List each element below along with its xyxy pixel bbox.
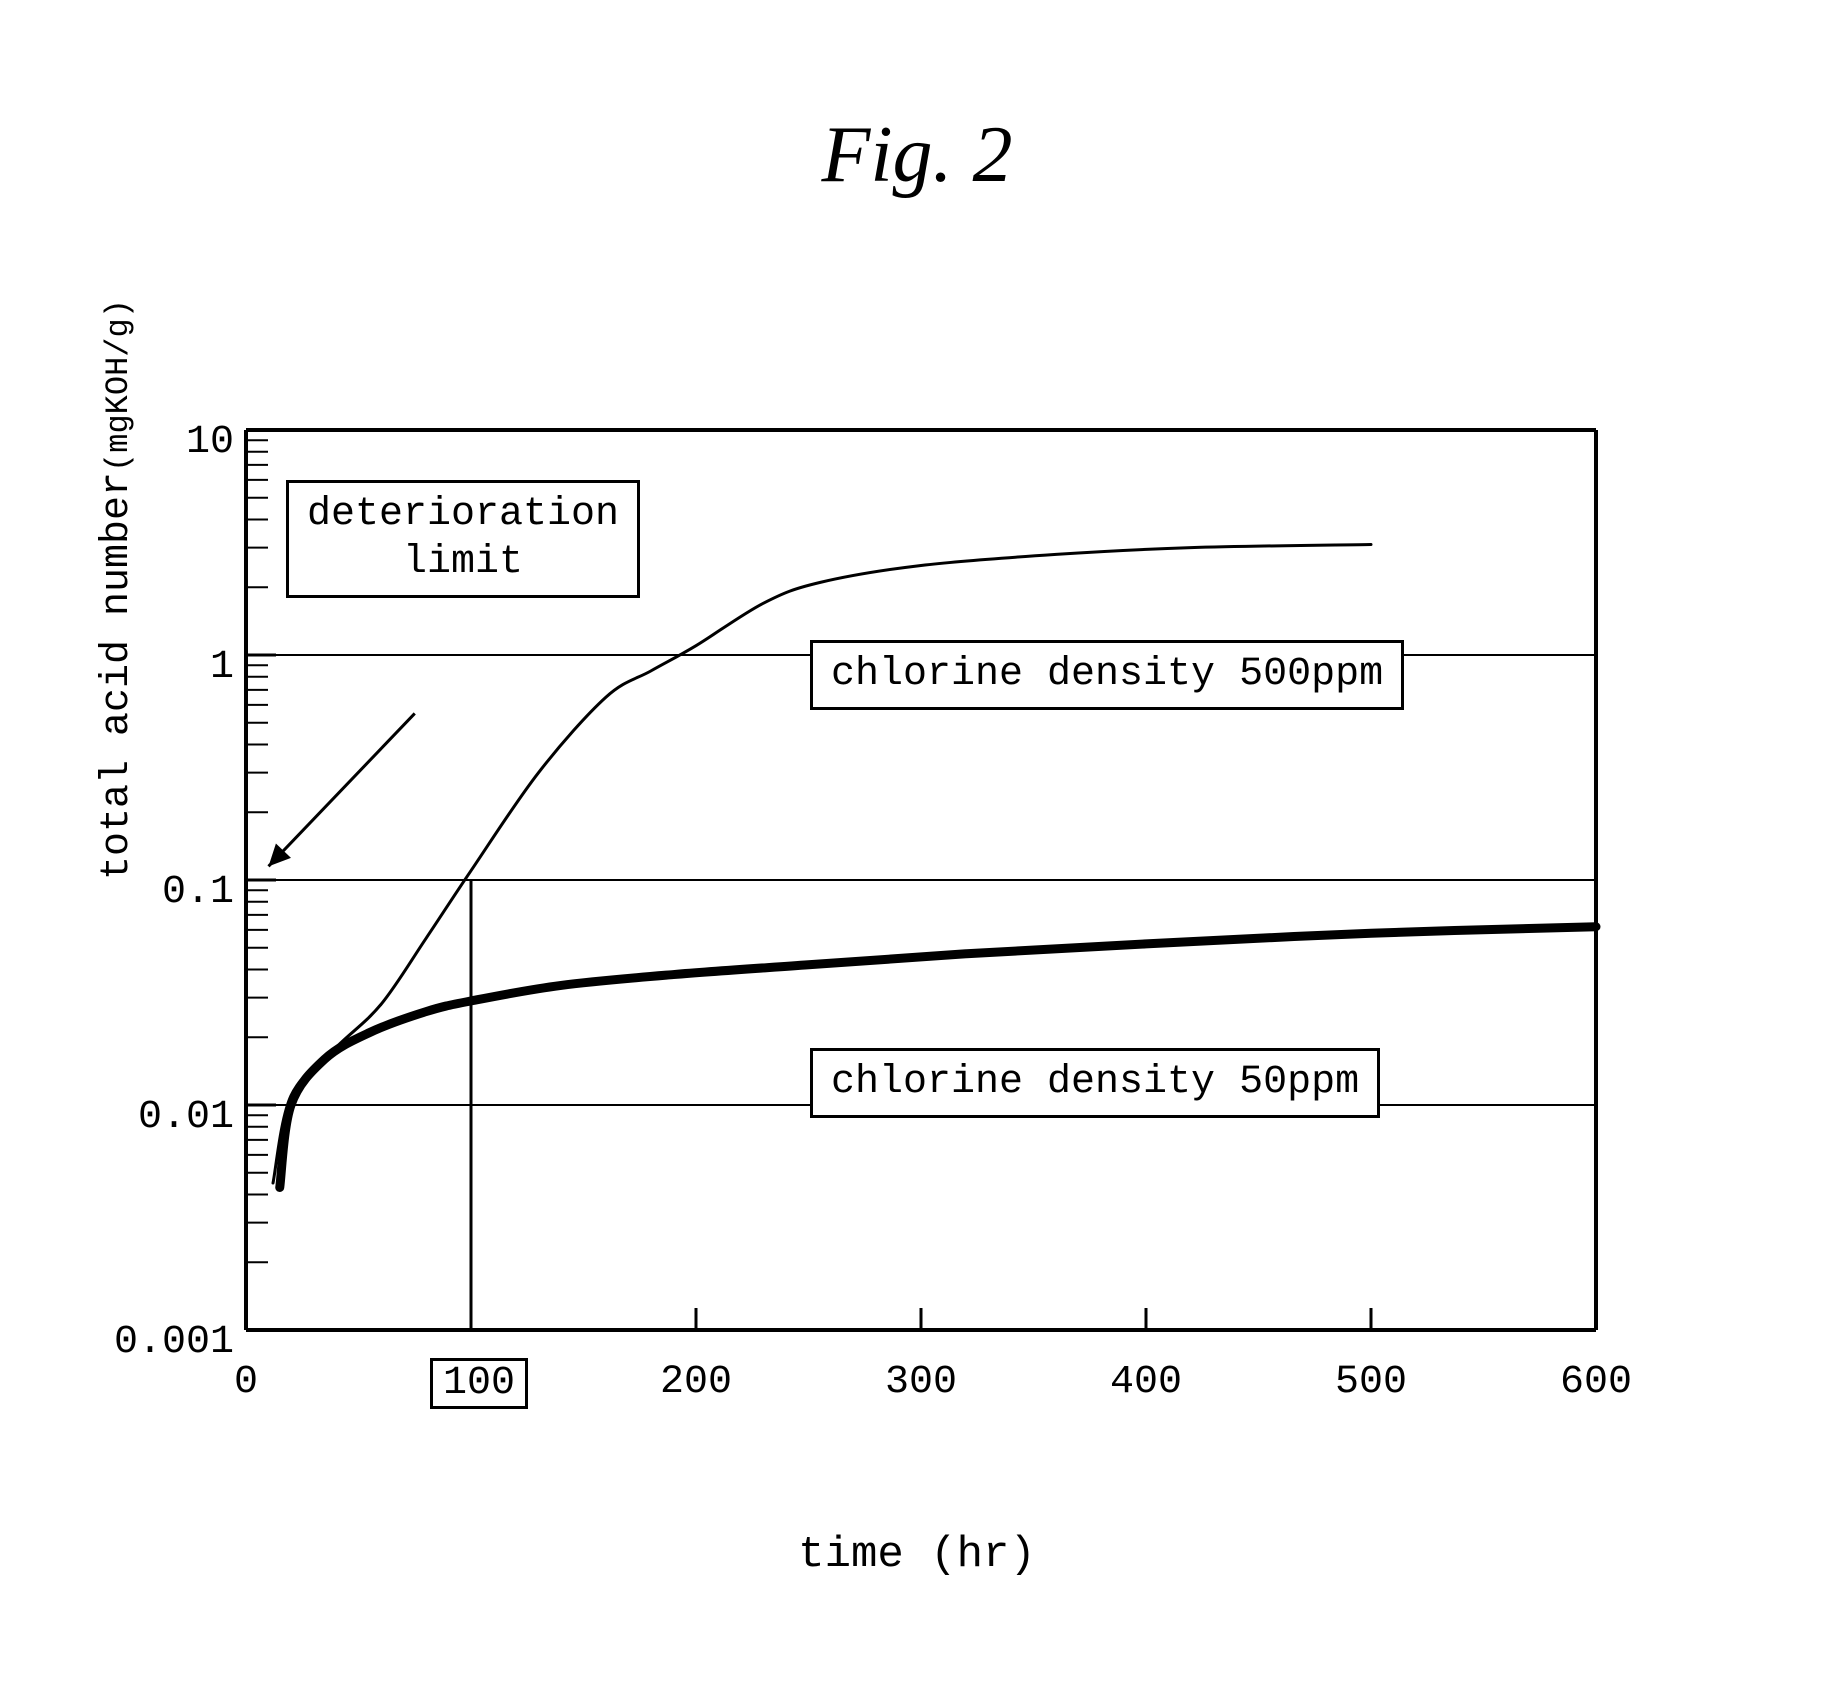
- series-500-label-box: chlorine density 500ppm: [810, 640, 1404, 710]
- deterioration-limit-line2: limit: [403, 540, 523, 585]
- x-axis-label: time (hr): [0, 1530, 1834, 1580]
- y-axis-label-main: total acid number: [95, 472, 140, 880]
- x-tick-200: 200: [660, 1360, 732, 1405]
- x-tick-500: 500: [1335, 1360, 1407, 1405]
- x-tick-100-boxed: 100: [430, 1358, 528, 1409]
- x-tick-0: 0: [234, 1360, 258, 1405]
- y-tick-0p001: 0.001: [94, 1320, 234, 1365]
- series-50-label-box: chlorine density 50ppm: [810, 1048, 1380, 1118]
- y-axis-label-unit: (mgKOH/g): [100, 299, 137, 472]
- y-tick-0p01: 0.01: [94, 1095, 234, 1140]
- y-axis-label: total acid number(mgKOH/g): [95, 299, 140, 880]
- x-tick-300: 300: [885, 1360, 957, 1405]
- x-tick-400: 400: [1110, 1360, 1182, 1405]
- page: Fig. 2 10 1 0.1 0.01 0.001 0 100 200 300…: [0, 0, 1834, 1700]
- deterioration-limit-line1: deterioration: [307, 492, 619, 537]
- figure-title: Fig. 2: [0, 110, 1834, 201]
- x-tick-600: 600: [1560, 1360, 1632, 1405]
- deterioration-limit-box: deterioration limit: [286, 480, 640, 598]
